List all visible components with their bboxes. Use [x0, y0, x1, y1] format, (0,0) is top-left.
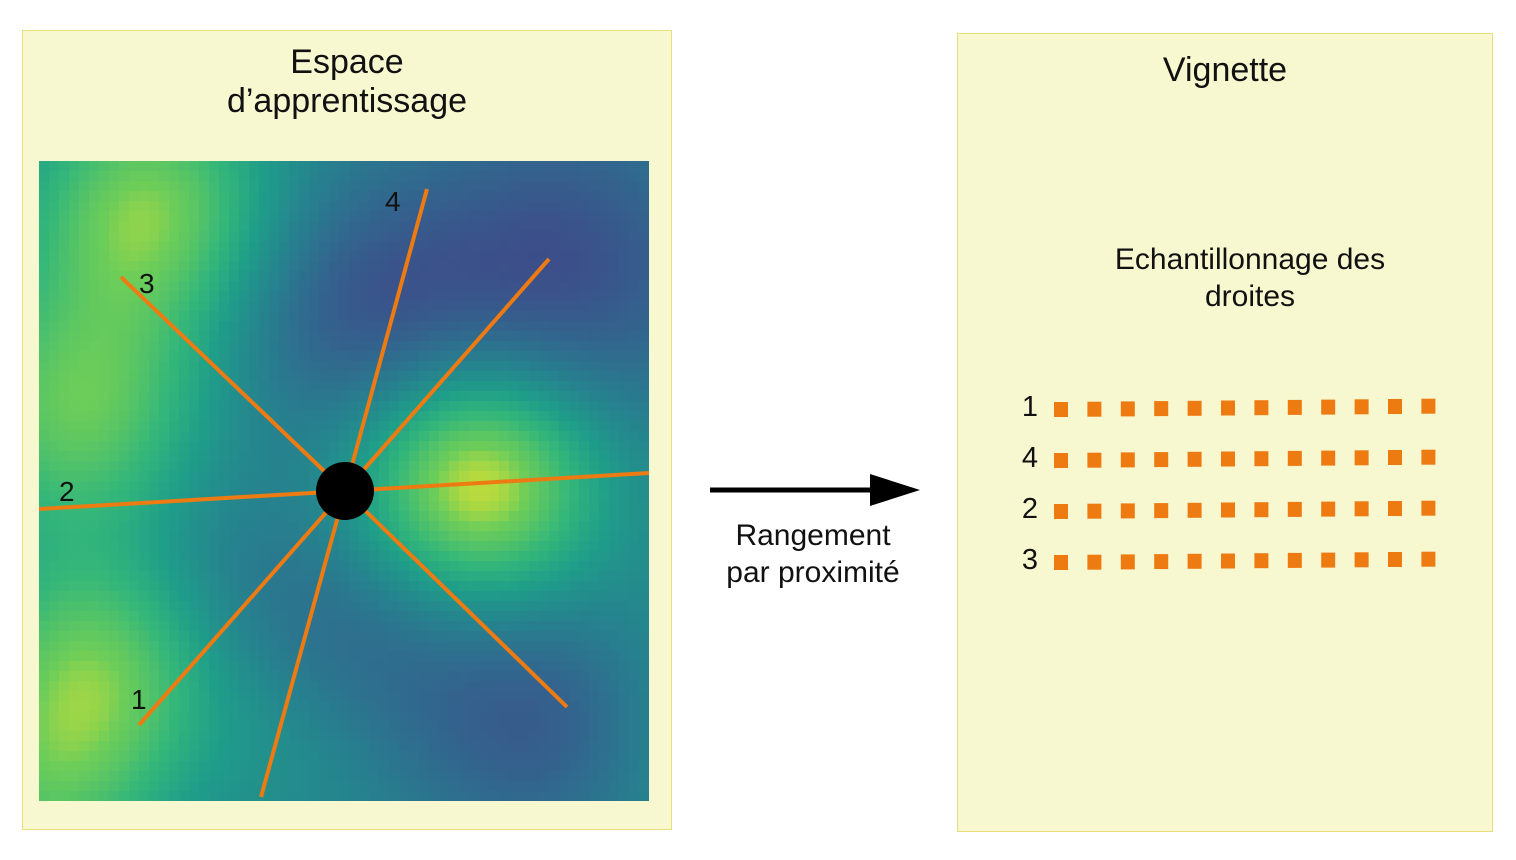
sample-dot — [1321, 450, 1336, 466]
sample-dot — [1154, 401, 1169, 417]
learning-space-panel: Espace d’apprentissage 1 2 3 4 — [22, 30, 672, 830]
sample-dots — [1054, 551, 1436, 570]
radial-lines — [39, 188, 649, 798]
sample-dot — [1187, 451, 1202, 467]
sample-dot — [1254, 502, 1269, 518]
line-5 — [343, 257, 551, 493]
sample-dot — [1221, 553, 1235, 569]
sample-dot — [1321, 399, 1336, 415]
sample-dots — [1054, 500, 1436, 519]
sample-row-label: 2 — [1021, 493, 1038, 525]
sample-dot — [1054, 504, 1068, 519]
sampling-title: Echantillonnage des droites — [1114, 243, 1386, 313]
sample-dot — [1120, 503, 1135, 519]
line-label-2: 2 — [59, 476, 75, 507]
sample-dot — [1221, 451, 1235, 467]
sample-dot — [1354, 450, 1369, 466]
thumbnail-title: Vignette — [1162, 51, 1288, 89]
line-4 — [343, 188, 429, 492]
sample-dot — [1087, 452, 1102, 468]
sample-dot — [1087, 503, 1102, 519]
sample-dot — [1388, 552, 1402, 567]
sample-dot — [1254, 553, 1269, 569]
sample-dot — [1287, 399, 1302, 415]
line-1 — [137, 489, 347, 727]
arrow-label: Rangement par proximité — [726, 519, 900, 589]
sample-dot — [1221, 400, 1235, 416]
sample-dot — [1054, 453, 1068, 468]
sample-dot — [1187, 553, 1202, 569]
sample-dot — [1087, 401, 1102, 417]
sample-dot — [1354, 552, 1369, 568]
ordering-arrow — [710, 474, 920, 506]
sample-dot — [1421, 449, 1436, 465]
sample-dot — [1321, 501, 1336, 517]
sample-dot — [1154, 503, 1169, 519]
learning-space-heatmap: 1 2 3 4 — [39, 161, 649, 801]
sample-row-label: 1 — [1021, 391, 1038, 423]
sample-dot — [1120, 554, 1135, 570]
sample-dot — [1154, 554, 1169, 570]
sample-dot — [1388, 501, 1402, 516]
sample-dot — [1421, 551, 1436, 567]
sample-dot — [1354, 501, 1369, 517]
sample-dot — [1154, 452, 1169, 468]
line-7 — [343, 489, 569, 709]
sample-dot — [1254, 451, 1269, 467]
sample-dot — [1254, 400, 1269, 416]
line-6 — [344, 471, 649, 493]
sample-dot — [1120, 401, 1135, 417]
line-label-4: 4 — [385, 186, 401, 217]
sample-row-label: 4 — [1021, 442, 1038, 474]
line-8 — [259, 490, 347, 798]
center-point — [316, 462, 374, 520]
sample-dot — [1287, 501, 1302, 517]
line-label-3: 3 — [139, 268, 155, 299]
sample-dot — [1087, 554, 1102, 570]
sample-dot — [1054, 555, 1068, 570]
sample-dot — [1388, 399, 1402, 414]
learning-space-title: Espace d’apprentissage — [226, 43, 468, 120]
sample-dot — [1287, 450, 1302, 466]
sample-dot — [1388, 450, 1402, 465]
sample-dot — [1287, 552, 1302, 568]
sample-dot — [1321, 552, 1336, 568]
sample-dot — [1221, 502, 1235, 518]
line-2 — [39, 489, 346, 511]
sample-dot — [1187, 400, 1202, 416]
sample-dot — [1421, 398, 1436, 414]
sample-dots — [1054, 449, 1436, 468]
heatmap-cells — [39, 161, 649, 801]
sample-dot — [1421, 500, 1436, 516]
thumbnail-panel: Vignette Echantillonnage des droites 1 4… — [957, 33, 1493, 832]
sample-dot — [1187, 502, 1202, 518]
sample-dots — [1054, 398, 1436, 417]
line-3 — [119, 275, 347, 493]
sample-row-label: 3 — [1021, 544, 1038, 576]
line-label-1: 1 — [131, 684, 147, 715]
sample-dot — [1054, 402, 1068, 417]
sample-dot — [1354, 399, 1369, 415]
sample-dot — [1120, 452, 1135, 468]
